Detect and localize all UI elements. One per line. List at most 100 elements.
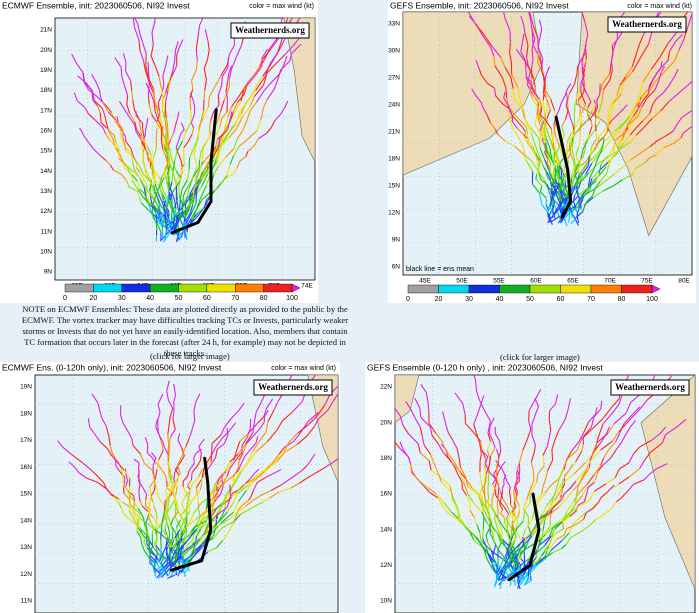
track-segment — [520, 55, 526, 63]
track-segment — [473, 539, 483, 548]
track-segment — [147, 516, 152, 524]
track-segment — [594, 112, 597, 119]
track-segment — [535, 493, 543, 503]
track-segment — [131, 90, 134, 101]
track-segment — [191, 127, 195, 135]
track-segment — [561, 119, 566, 127]
click-link[interactable]: (click for larger image) — [150, 351, 230, 361]
track-segment — [429, 426, 433, 436]
track-segment — [461, 488, 467, 496]
track-segment — [560, 190, 566, 204]
track-segment — [495, 449, 500, 457]
track-segment — [152, 195, 157, 206]
track-segment — [411, 472, 419, 481]
track-segment — [97, 106, 101, 114]
colorbar-segment — [499, 284, 531, 294]
track-segment — [309, 453, 316, 463]
track-segment — [173, 126, 176, 134]
track-segment — [121, 76, 125, 86]
track-segment — [580, 444, 584, 452]
land — [394, 374, 420, 424]
track-segment — [577, 139, 581, 148]
track-segment — [423, 444, 432, 455]
track-segment — [166, 390, 170, 401]
track-segment — [249, 442, 257, 451]
track-segment — [189, 528, 198, 539]
track-segment — [571, 137, 575, 149]
track-segment — [189, 542, 195, 549]
track-segment — [587, 155, 590, 166]
track-segment — [187, 492, 191, 501]
track-segment — [677, 419, 687, 427]
track-segment — [71, 454, 83, 463]
track-segment — [601, 89, 605, 102]
track-segment — [138, 497, 141, 502]
track-segment — [597, 136, 600, 147]
track-segment — [572, 462, 586, 475]
track-segment — [165, 140, 169, 151]
track-segment — [490, 45, 501, 58]
track-segment — [114, 120, 121, 129]
track-segment — [603, 79, 611, 90]
track-segment — [529, 126, 540, 139]
track-segment — [171, 65, 178, 77]
track-segment — [319, 465, 329, 472]
track-segment — [531, 98, 539, 108]
track-segment — [528, 420, 532, 430]
track-segment — [657, 135, 666, 142]
track-segment — [176, 140, 184, 152]
track-segment — [549, 478, 559, 487]
track-segment — [233, 146, 240, 156]
track-segment — [233, 493, 239, 503]
track-segment — [169, 483, 173, 494]
track-segment — [219, 138, 224, 152]
track-segment — [247, 423, 258, 434]
track-segment — [224, 461, 231, 472]
track-segment — [255, 441, 268, 453]
click-link[interactable]: (click for larger image) — [500, 352, 580, 362]
track-segment — [687, 80, 692, 86]
track-segment — [500, 573, 507, 579]
track-segment — [267, 409, 275, 422]
credit-box — [253, 379, 333, 396]
track-segment — [538, 192, 543, 205]
track-segment — [160, 562, 165, 570]
track-segment — [598, 101, 603, 113]
track-segment — [586, 110, 593, 121]
lon-label: 70E — [604, 278, 616, 285]
track-segment — [172, 481, 178, 491]
track-segment — [141, 505, 149, 513]
track-segment — [195, 36, 199, 49]
track-segment — [182, 555, 190, 563]
track-segment — [596, 180, 607, 189]
track-segment — [152, 457, 157, 467]
track-segment — [148, 494, 152, 506]
track-segment — [544, 118, 548, 126]
track-segment — [524, 138, 529, 144]
track-segment — [112, 454, 120, 465]
track-segment — [186, 499, 189, 509]
track-segment — [659, 426, 667, 434]
track-segment — [565, 106, 570, 115]
track-segment — [473, 375, 476, 380]
track-segment — [612, 146, 615, 156]
track-segment — [129, 112, 136, 122]
track-segment — [76, 100, 86, 109]
ecmwf-note: NOTE on ECMWF Ensembles: These data are … — [21, 304, 349, 358]
track-segment — [209, 85, 217, 97]
track-segment — [177, 111, 180, 118]
track-segment — [207, 96, 211, 108]
track-segment — [140, 453, 146, 464]
track-segment — [221, 486, 224, 491]
track-segment — [250, 501, 264, 510]
track-segment — [192, 167, 200, 178]
track-segment — [433, 462, 439, 473]
track-segment — [480, 479, 483, 488]
track-segment — [587, 130, 595, 141]
track-segment — [571, 148, 576, 162]
track-segment — [193, 544, 203, 556]
track-segment — [499, 56, 506, 68]
track-segment — [131, 180, 139, 191]
track-segment — [153, 89, 156, 103]
track-segment — [245, 151, 249, 157]
